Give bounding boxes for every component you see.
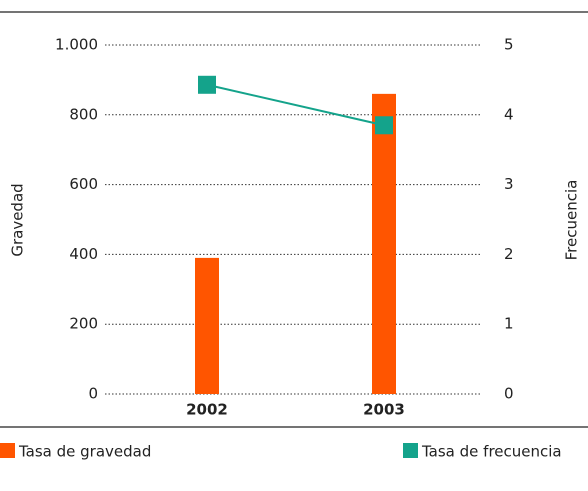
y-tick-label: 0: [88, 385, 98, 403]
y2-tick-label: 1: [504, 315, 514, 333]
y2-tick-label: 2: [504, 245, 514, 263]
y-tick-label: 600: [69, 175, 98, 193]
line: [206, 83, 385, 127]
y-tick-label: 1.000: [55, 36, 98, 54]
marker: [198, 75, 216, 94]
y2-tick-label: 5: [504, 36, 514, 54]
y2-tick-label: 3: [504, 175, 514, 193]
x-tick-label: 2003: [363, 401, 405, 419]
y2-tick-label: 0: [504, 385, 514, 403]
y-tick-label: 800: [69, 105, 98, 123]
legend-swatch: [403, 443, 418, 458]
y-tick-label: 200: [69, 315, 98, 333]
bar: [372, 93, 396, 395]
y-axis-label: Gravedad: [9, 183, 27, 256]
y2-axis-label: Frecuencia: [563, 180, 581, 261]
legend-label: Tasa de gravedad: [18, 443, 151, 461]
x-tick-label: 2002: [186, 401, 228, 419]
bar: [195, 257, 219, 394]
legend-swatch: [0, 443, 15, 458]
marker: [375, 116, 393, 135]
legend-label: Tasa de frecuencia: [421, 443, 562, 461]
y-tick-label: 400: [69, 245, 98, 263]
y2-tick-label: 4: [504, 105, 514, 123]
